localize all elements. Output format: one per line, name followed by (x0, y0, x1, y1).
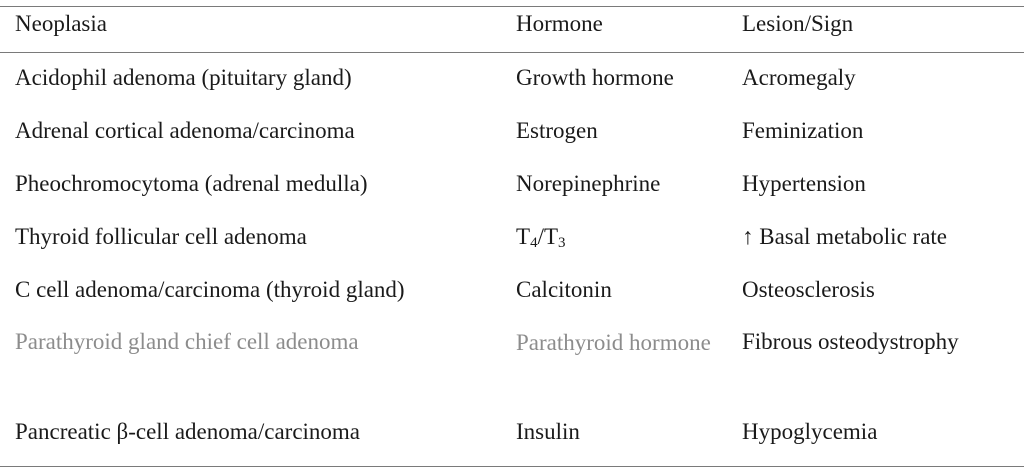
cell-neoplasia: C cell adenoma/carcinoma (thyroid gland) (15, 277, 405, 302)
table-top-rule (0, 6, 1024, 7)
cell-lesion: Feminization (742, 118, 864, 143)
hormone-t3-letter: /T (537, 224, 559, 249)
cell-hormone: Insulin (516, 419, 580, 444)
table-bottom-rule (0, 466, 1024, 467)
header-hormone: Hormone (516, 11, 603, 36)
hormone-t4-subscript: 4 (530, 235, 538, 251)
cell-lesion: Hypertension (742, 171, 866, 196)
cell-hormone: Calcitonin (516, 277, 612, 302)
cell-hormone: Parathyroid hormone (516, 330, 711, 355)
cell-hormone: Norepinephrine (516, 171, 661, 196)
cell-neoplasia: Adrenal cortical adenoma/carcinoma (15, 118, 355, 143)
cell-lesion: Acromegaly (742, 65, 856, 90)
cell-hormone: T4/T3 (516, 219, 566, 255)
table-header-rule (0, 52, 1024, 53)
hormone-t4-letter: T (516, 224, 531, 249)
cell-neoplasia: Pheochromocytoma (adrenal medulla) (15, 171, 368, 196)
cell-lesion: Fibrous osteodystrophy (742, 329, 959, 354)
cell-lesion: Hypoglycemia (742, 419, 878, 444)
cell-neoplasia: Pancreatic β-cell adenoma/carcinoma (15, 419, 361, 444)
header-lesion-sign: Lesion/Sign (742, 11, 854, 36)
cell-neoplasia: Acidophil adenoma (pituitary gland) (15, 65, 352, 90)
cell-hormone: Growth hormone (516, 65, 674, 90)
cell-lesion: ↑ Basal metabolic rate (742, 224, 948, 249)
cell-neoplasia: Parathyroid gland chief cell adenoma (15, 329, 359, 354)
cell-lesion: Osteosclerosis (742, 277, 875, 302)
hormone-t3-subscript: 3 (558, 235, 566, 251)
header-neoplasia: Neoplasia (15, 11, 107, 36)
cell-hormone: Estrogen (516, 118, 598, 143)
cell-neoplasia: Thyroid follicular cell adenoma (15, 224, 307, 249)
